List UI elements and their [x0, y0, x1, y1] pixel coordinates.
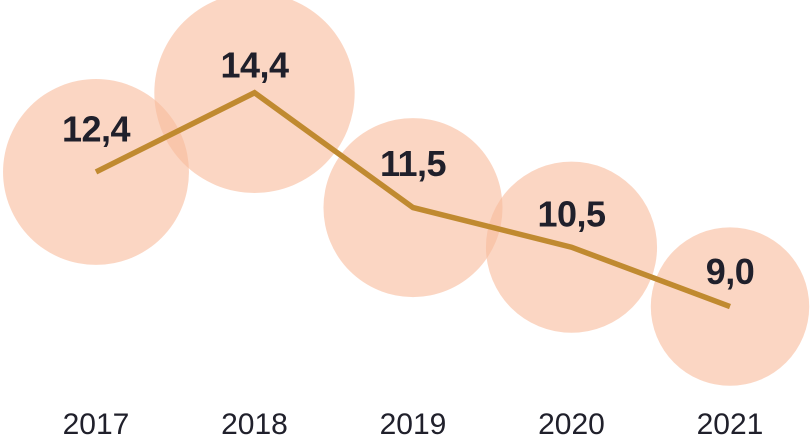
bubble-2017 [3, 78, 189, 265]
bubble-2018 [154, 0, 355, 193]
value-label-2021: 9,0 [706, 251, 755, 292]
value-label-2020: 10,5 [537, 194, 606, 235]
year-label-2020: 2020 [538, 408, 605, 441]
year-label-2017: 2017 [63, 408, 130, 441]
value-label-2018: 14,4 [220, 44, 289, 85]
trend-line [94, 89, 731, 310]
year-label-2018: 2018 [221, 408, 288, 441]
value-label-2017: 12,4 [62, 108, 131, 149]
year-label-2021: 2021 [697, 408, 764, 441]
year-label-2019: 2019 [380, 408, 447, 441]
value-label-2019: 11,5 [380, 143, 447, 184]
